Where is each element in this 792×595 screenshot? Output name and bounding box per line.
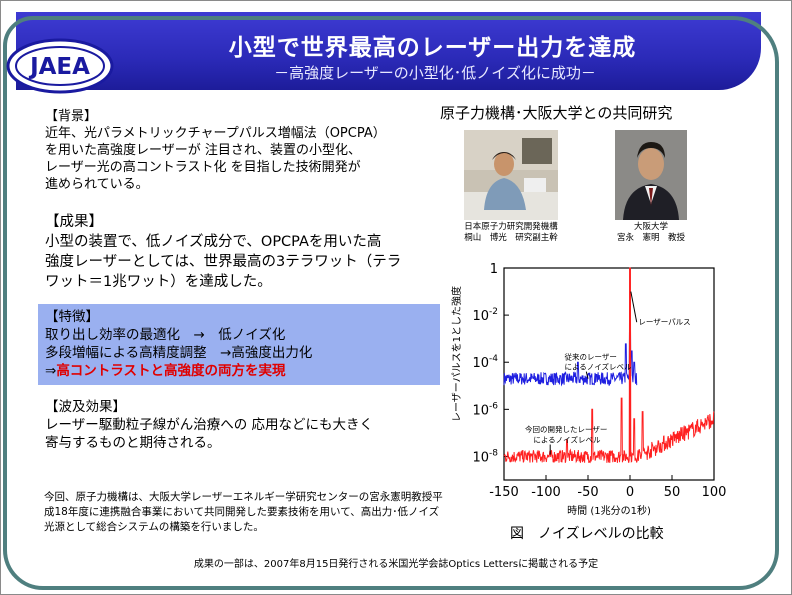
- x-tick-label: 50: [664, 485, 681, 500]
- background-heading: 【背景】: [45, 109, 98, 124]
- background-line: を用いた高強度レーザーが 注目され、装置の小型化、: [45, 143, 362, 158]
- x-tick-label: -150: [489, 485, 519, 500]
- noise-series-line: [503, 314, 638, 387]
- results-heading: 【成果】: [45, 214, 103, 230]
- slide-title: 小型で世界最高のレーザー出力を達成: [228, 35, 637, 61]
- old-noise-arrow: [585, 371, 589, 379]
- logo-text: JAEA: [28, 54, 90, 80]
- x-tick-label: 100: [702, 485, 727, 500]
- slide-frame: [3, 16, 779, 590]
- y-tick-exponent: -4: [489, 354, 498, 364]
- researcher-name: 桐山 博光 研究副主幹: [464, 233, 558, 243]
- x-tick-label: -50: [577, 485, 598, 500]
- y-axis-label: レーザーパルスを1とした強度: [450, 286, 463, 422]
- collaboration-title: 原子力機構･大阪大学との共同研究: [440, 104, 673, 122]
- features-highlight-box: [38, 304, 440, 385]
- results-section: 【成果】 小型の装置で、低ノイズ成分で、OPCPAを用いた高 強度レーザーとして…: [45, 212, 401, 292]
- y-tick-label: 10-8: [472, 448, 498, 465]
- impact-line: 寄与するものと期待される。: [45, 435, 221, 451]
- header-band: [16, 12, 761, 90]
- old-noise-annotation: によるノイズレベル: [564, 361, 632, 371]
- summary-paragraph: 今回、原子力機構は、大阪大学レーザーエネルギー学研究センターの宮永憲明教授平成1…: [44, 491, 443, 533]
- researcher-affiliation: 日本原子力研究開発機構: [464, 222, 558, 232]
- background-section: 【背景】 近年、光パラメトリックチャープパルス増幅法（OPCPA） を用いた高強…: [45, 108, 386, 193]
- background-line: 近年、光パラメトリックチャープパルス増幅法（OPCPA）: [45, 126, 386, 141]
- new-noise-annotation: によるノイズレベル: [533, 434, 601, 444]
- x-tick-label: -100: [531, 485, 561, 500]
- y-tick-exponent: -2: [489, 307, 498, 317]
- arrow-icon: ⇒: [45, 363, 57, 379]
- slide-subtitle: －高強度レーザーの小型化･低ノイズ化に成功－: [274, 64, 596, 82]
- background-line: レーザー光の高コントラスト化 を目指した技術開発が: [45, 160, 361, 175]
- researcher-photo: [464, 130, 558, 220]
- x-axis-label: 時間 (1兆分の1秒): [567, 504, 651, 517]
- y-tick-exponent: -8: [489, 448, 498, 458]
- professor-photo: [615, 130, 687, 220]
- y-tick-label: 10-2: [472, 307, 498, 324]
- features-heading: 【特徴】: [45, 309, 99, 325]
- noise-level-chart: 1 10-2 10-4 10-6 10-8 -150 -100 -50 0 50 100 時間 (1兆…: [450, 262, 727, 517]
- y-tick-label: 10-6: [472, 401, 498, 418]
- impact-heading: 【波及効果】: [45, 399, 126, 415]
- figure-caption: 図 ノイズレベルの比較: [510, 526, 664, 542]
- old-noise-annotation: 従来のレーザー: [564, 352, 616, 362]
- researcher-caption: 日本原子力研究開発機構 桐山 博光 研究副主幹: [436, 222, 586, 244]
- features-section: 【特徴】 取り出し効率の最適化 → 低ノイズ化 多段増幅による高精度調整 →高強…: [45, 308, 312, 380]
- x-tick-label: 0: [626, 485, 634, 500]
- noise-series-line: [503, 267, 715, 464]
- impact-section: 【波及効果】 レーザー駆動粒子線がん治療への 応用などにも大きく 寄与するものと…: [45, 398, 373, 452]
- features-line: 取り出し効率の最適化 → 低ノイズ化: [45, 327, 286, 343]
- y-tick-label: 10-4: [472, 354, 498, 371]
- pulse-annotation: レーザーパルス: [638, 317, 690, 326]
- footer-note: 成果の一部は、2007年8月15日発行される米国光学会誌Optics Lette…: [193, 559, 599, 570]
- professor-caption: 大阪大学 宮永 憲明 教授: [592, 222, 710, 244]
- features-line-highlight: ⇒高コントラストと高強度の両方を実現: [45, 362, 312, 380]
- pulse-annotation-arrow: [630, 291, 638, 323]
- results-line: ワット＝1兆ワット）を達成した。: [45, 274, 272, 290]
- results-line: 小型の装置で、低ノイズ成分で、OPCPAを用いた高: [45, 234, 382, 250]
- y-tick-label: 1: [490, 262, 498, 277]
- professor-affiliation: 大阪大学: [633, 222, 668, 232]
- new-noise-annotation: 今回の開発したレーザー: [525, 424, 607, 434]
- features-emphasis: 高コントラストと高強度の両方を実現: [56, 363, 286, 379]
- y-tick-exponent: -6: [489, 401, 498, 411]
- features-line: 多段増幅による高精度調整 →高強度出力化: [45, 345, 313, 361]
- plot-frame: [503, 267, 715, 481]
- impact-line: レーザー駆動粒子線がん治療への 応用などにも大きく: [45, 417, 374, 433]
- background-line: 進められている。: [45, 177, 149, 192]
- professor-name: 宮永 憲明 教授: [616, 233, 685, 243]
- jaea-logo: JAEA: [6, 38, 114, 94]
- results-line: 強度レーザーとしては、世界最高の3テラワット（テラ: [45, 254, 402, 270]
